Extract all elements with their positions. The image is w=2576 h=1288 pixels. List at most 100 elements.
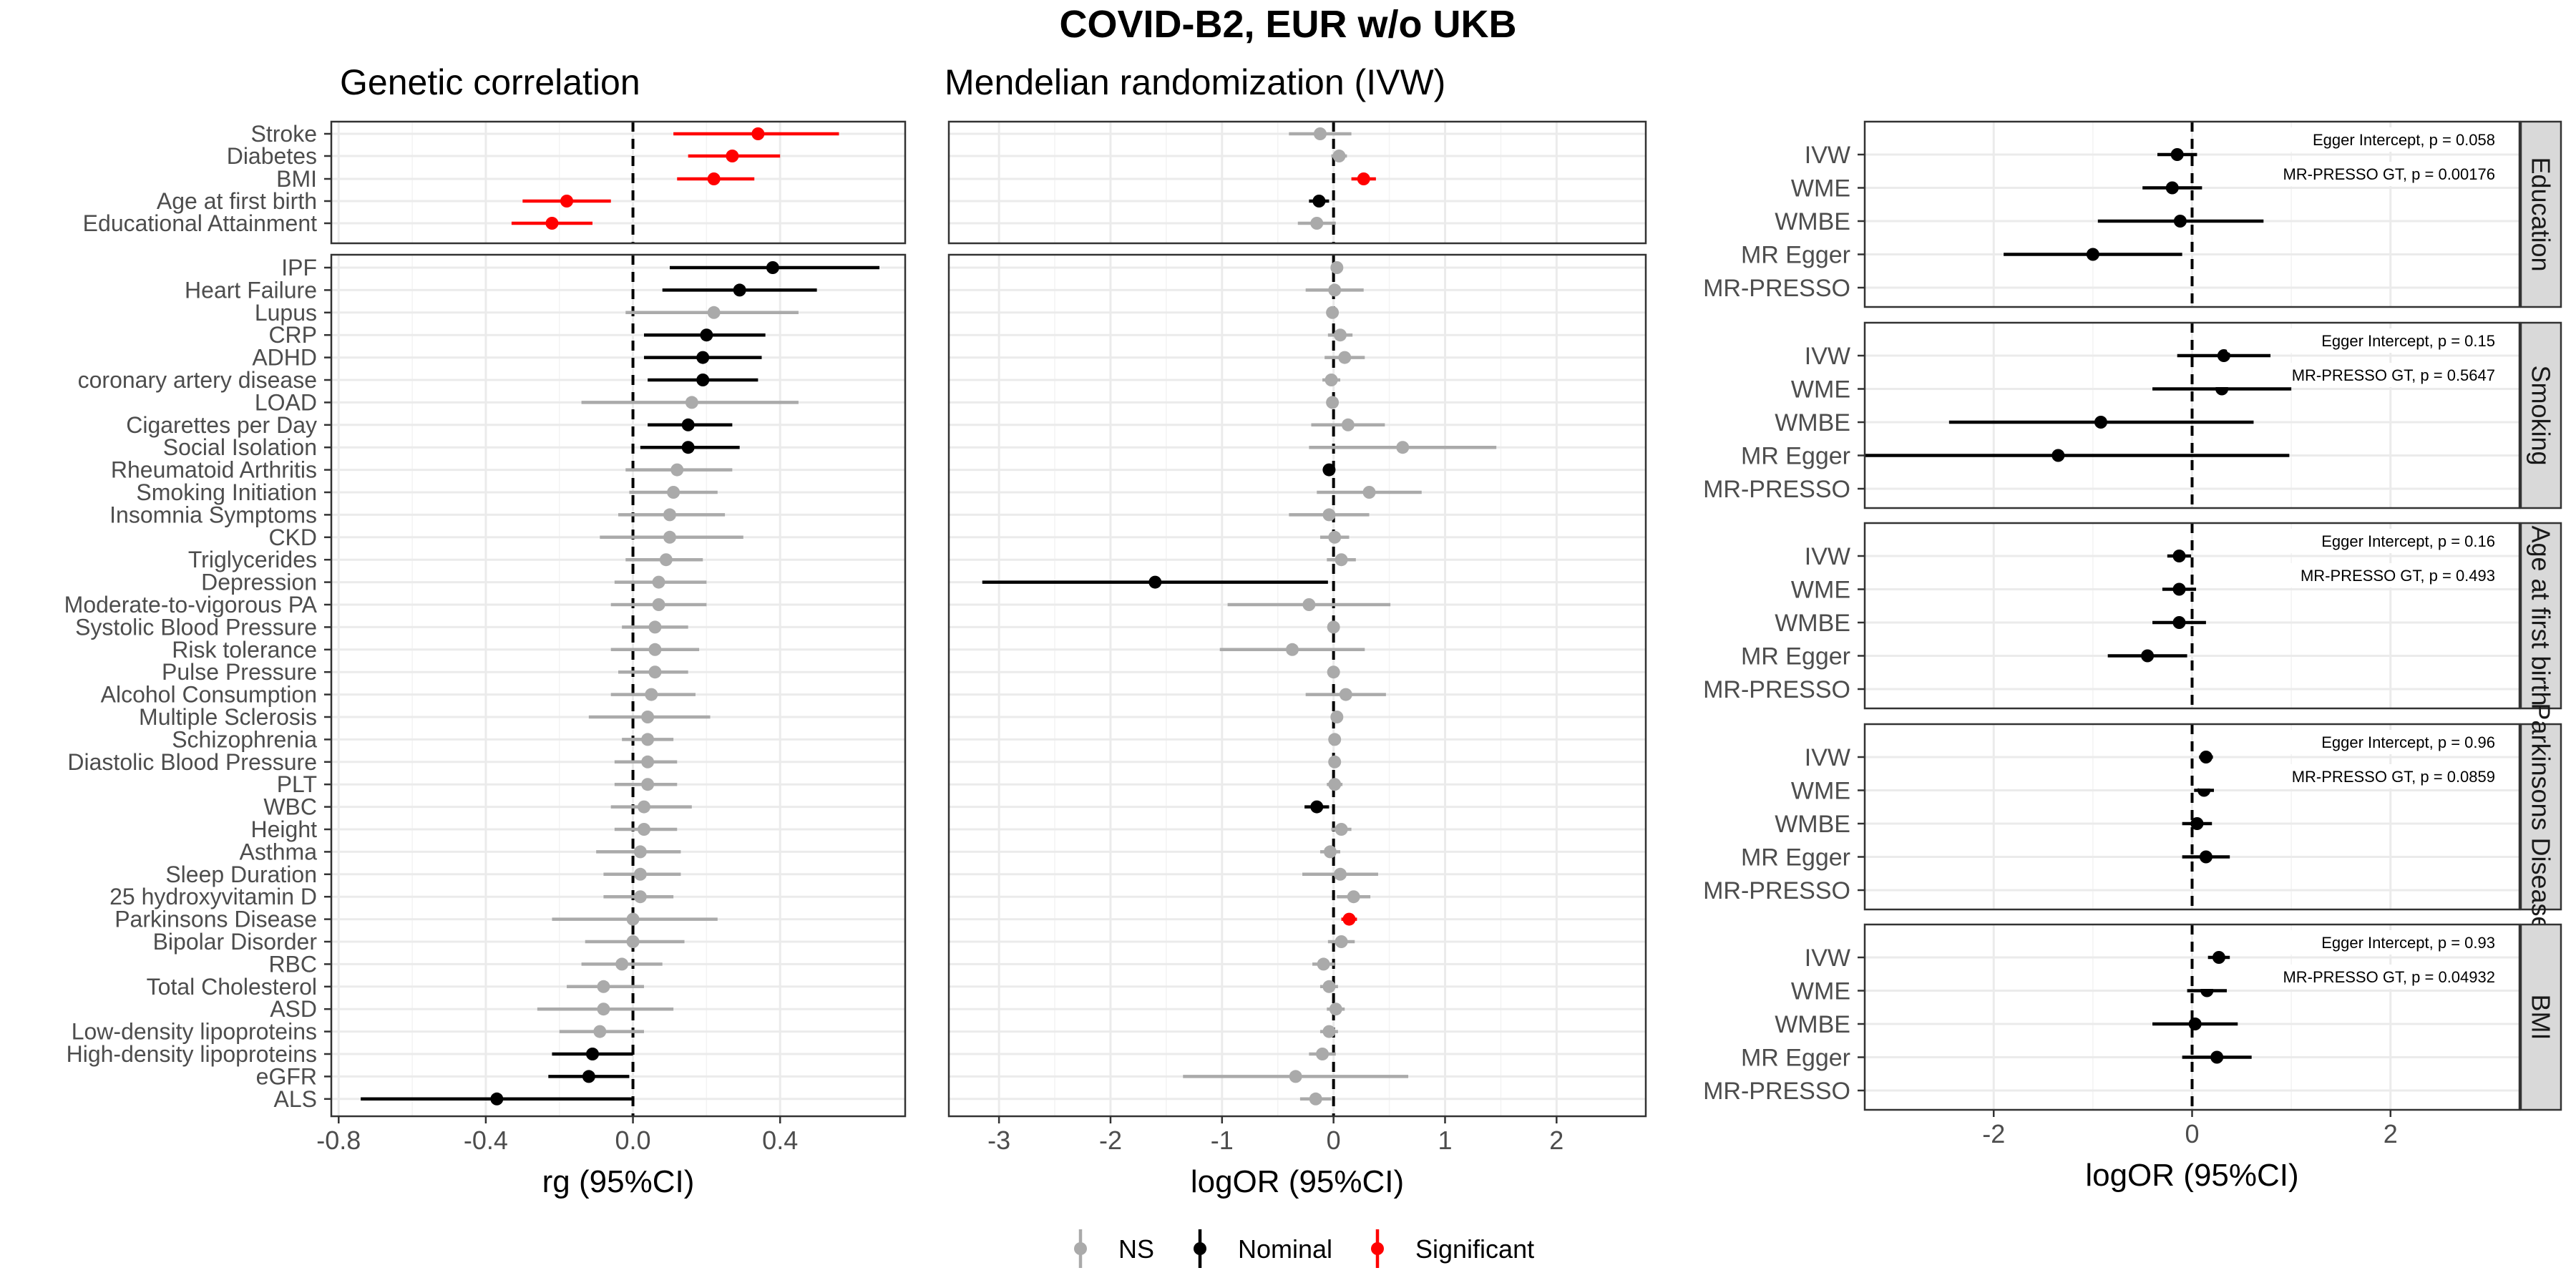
facet-parkinsons-disease-row-label: WMBE (1775, 811, 1850, 838)
facet-age-at-first-birth-presso-label-box (2197, 563, 2506, 587)
facet-parkinsons-disease-row-label: MR Egger (1741, 844, 1850, 872)
rg-bottom-row-label: RBC (268, 951, 317, 977)
facet-smoking-row-label: WME (1791, 376, 1850, 404)
facet-age-at-first-birth-egger-label-box (2227, 529, 2506, 553)
rg-bottom-row-label: PLT (277, 771, 317, 797)
facet-age-at-first-birth-egger-label: Egger Intercept, p = 0.16 (2321, 532, 2495, 550)
rg-bottom-point-high-density-lipoproteins (586, 1048, 600, 1060)
mr-bottom-point-alcohol-consumption (1339, 688, 1352, 701)
rg-bottom-point-multiple-sclerosis (641, 711, 655, 723)
facet-smoking-egger-label: Egger Intercept, p = 0.15 (2321, 332, 2495, 350)
mr-bottom-point-lupus (1326, 306, 1340, 319)
facet-education-row-label: MR Egger (1741, 242, 1850, 269)
rg-bottom-row-label: Heart Failure (185, 277, 317, 303)
rg-bottom-point-smoking-initiation (667, 486, 680, 499)
facet-education-presso-label-box (2197, 162, 2506, 186)
facet-age-at-first-birth-point-wme (2172, 582, 2186, 596)
rg-bottom-point-sleep-duration (633, 867, 647, 881)
facet-age-at-first-birth-strip-label: Age at first birth (2527, 525, 2556, 706)
facet-smoking-point-wmbe (2094, 416, 2107, 429)
mr-top-point-diabetes (1332, 150, 1346, 162)
facet-parkinsons-disease-point-ivw (2199, 751, 2212, 763)
facet-bmi-point-mr-egger (2210, 1050, 2224, 1064)
rg-bottom-point-low-density-lipoproteins (593, 1025, 607, 1038)
legend-label-significant: Significant (1415, 1234, 1534, 1264)
rg-bottom-point-triglycerides (659, 553, 673, 567)
rg-top-panel-border (330, 120, 907, 245)
facet-education-row-label: MR-PRESSO (1703, 275, 1850, 302)
rg-bottom-row-label: Rheumatoid Arthritis (111, 457, 317, 483)
rg-bottom-row-label: 25 hydroxyvitamin D (109, 884, 317, 909)
rg-bottom-row-label: High-density lipoproteins (67, 1041, 317, 1067)
rg-bottom-point-risk-tolerance (648, 643, 662, 656)
rg-bottom-row-label: Bipolar Disorder (153, 929, 318, 955)
mr-x-tick-label: 1 (1438, 1126, 1452, 1155)
rg-bottom-point-ipf (766, 261, 779, 274)
rg-bottom-point-social-isolation (681, 441, 695, 454)
mr-x-tick-label: 2 (1549, 1126, 1563, 1155)
rg-bottom-panel-border (330, 253, 907, 1118)
rg-bottom-row-label: Height (251, 816, 318, 842)
mr-x-tick-label: -1 (1211, 1126, 1234, 1155)
facet-age-at-first-birth-row-label: WME (1791, 577, 1850, 604)
facet-smoking-row-label: IVW (1805, 343, 1850, 370)
facet-age-at-first-birth-row-label: MR-PRESSO (1703, 676, 1850, 703)
facet-smoking-row-label: MR Egger (1741, 443, 1850, 470)
facet-bmi-egger-label: Egger Intercept, p = 0.93 (2321, 934, 2495, 952)
mr-x-axis-label: logOR (95%CI) (1191, 1164, 1404, 1199)
rg-bottom-point-lupus (707, 306, 721, 319)
rg-bottom-row-label: Insomnia Symptoms (109, 502, 317, 527)
rg-bottom-row-label: Moderate-to-vigorous PA (64, 592, 318, 618)
mr-bottom-point-ipf (1330, 261, 1344, 274)
rg-top-row-label: Stroke (251, 121, 317, 147)
rg-top-row-label: Age at first birth (157, 188, 317, 214)
rg-bottom-row-label: coronary artery disease (78, 367, 317, 393)
rg-bottom-row-label: Risk tolerance (172, 637, 317, 663)
mr-top-point-bmi (1357, 172, 1370, 185)
rg-x-tick-label: -0.8 (316, 1126, 361, 1155)
rg-bottom-row-label: Depression (201, 570, 317, 595)
rg-bottom-point-parkinsons-disease (626, 912, 640, 926)
rg-bottom-point-asthma (633, 845, 647, 859)
facet-age-at-first-birth-row-label: IVW (1805, 543, 1850, 570)
rg-bottom-row-label: ADHD (252, 345, 317, 371)
rg-bottom-row-label: Lupus (255, 300, 317, 326)
mr-bottom-point-insomnia-symptoms (1322, 508, 1336, 522)
mr-bottom-point-diastolic-blood-pressure (1328, 755, 1342, 769)
mr-bottom-point-plt (1328, 778, 1342, 791)
rg-bottom-row-label: Schizophrenia (172, 726, 317, 752)
rg-bottom-row-label: Asthma (240, 839, 318, 864)
mr-top-point-educational-attainment (1310, 217, 1324, 230)
facet-parkinsons-disease-presso-label-box (2197, 764, 2506, 789)
facet-bmi-row-label: MR-PRESSO (1703, 1078, 1850, 1105)
rg-bottom-row-label: IPF (281, 255, 317, 280)
rg-bottom-row-label: CKD (268, 525, 317, 550)
rg-bottom-point-rheumatoid-arthritis (670, 463, 684, 477)
facet-parkinsons-disease-point-wmbe (2190, 817, 2204, 830)
facet-smoking-row-label: WMBE (1775, 409, 1850, 436)
facet-education-presso-label: MR-PRESSO GT, p = 0.00176 (2283, 165, 2495, 183)
rg-bottom-point-crp (700, 328, 713, 342)
rg-bottom-point-alcohol-consumption (645, 688, 658, 701)
mr-top-point-stroke (1313, 127, 1327, 140)
rg-bottom-row-label: Pulse Pressure (162, 659, 317, 685)
mr-bottom-point-multiple-sclerosis (1330, 711, 1344, 723)
rg-bottom-point-plt (641, 778, 655, 791)
rg-bottom-point-depression (652, 575, 665, 589)
mendelian-randomization-panel: -3 -2 -1 0 1 2 logOR (95%CI) (947, 120, 1647, 1199)
facet-education-strip-label: Education (2527, 157, 2556, 271)
mr-bottom-point-cigarettes-per-day (1341, 418, 1355, 431)
facet-parkinsons-disease-row-label: IVW (1805, 744, 1850, 771)
rg-bottom-point-moderate-to-vigorous-pa (652, 598, 665, 611)
legend-label-ns: NS (1118, 1234, 1154, 1264)
rg-bottom-point-asd (597, 1002, 610, 1016)
rg-bottom-point-schizophrenia (641, 733, 655, 746)
figure-title: COVID-B2, EUR w/o UKB (1059, 3, 1516, 46)
facet-education-panel-border (1863, 120, 2521, 308)
sensitivity-x-tick-label: -2 (1982, 1119, 2005, 1148)
facet-education-strip-background (2519, 120, 2562, 308)
mr-bottom-point-high-density-lipoproteins (1316, 1048, 1330, 1060)
rg-bottom-point-heart-failure (733, 283, 746, 297)
mr-bottom-point-rbc (1317, 957, 1330, 971)
mr-bottom-point-rheumatoid-arthritis (1322, 463, 1336, 477)
